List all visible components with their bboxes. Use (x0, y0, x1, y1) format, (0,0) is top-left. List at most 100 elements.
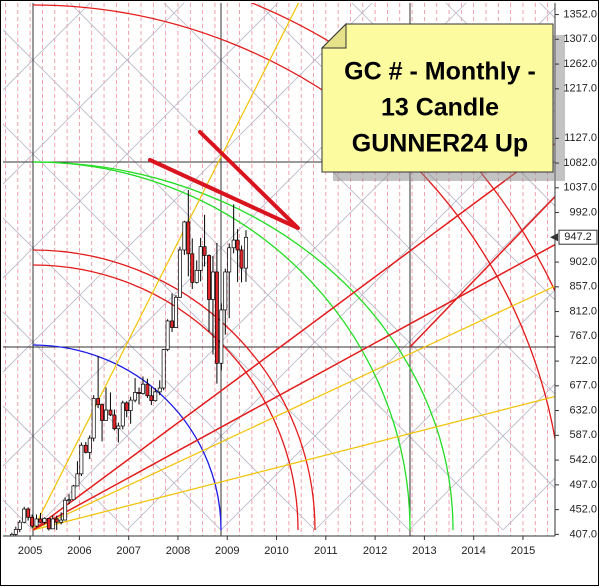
note-box (321, 23, 554, 173)
candle-body (219, 309, 224, 364)
gann-diagonal (163, 3, 555, 395)
y-tick-label: 407.0 (569, 528, 597, 540)
gann-diagonal (314, 289, 555, 531)
y-tick-label: 902.0 (569, 256, 597, 268)
y-tick-label: 542.0 (569, 454, 597, 466)
candle-body (198, 246, 203, 271)
blue-arc (32, 344, 222, 531)
candle-body (83, 444, 88, 453)
yellow-fan (32, 395, 555, 531)
y-tick-label: 1307.0 (563, 33, 597, 45)
candle-body (153, 391, 158, 402)
candle-body (120, 402, 125, 427)
note-line: GUNNER24 Up (352, 130, 528, 158)
candle-body (42, 518, 47, 523)
gann-diagonal (3, 3, 279, 279)
candle-body (91, 398, 96, 439)
candle-body (59, 519, 64, 523)
red-fan (32, 243, 555, 531)
x-tick-label: 2006 (67, 545, 91, 557)
candle-body (157, 387, 162, 393)
y-tick-label: 452.0 (569, 504, 597, 516)
candle-body (211, 271, 215, 300)
y-tick-label: 1217.0 (563, 83, 597, 95)
candle-body (26, 508, 31, 518)
candle-body (177, 249, 182, 298)
x-tick-label: 2013 (412, 545, 436, 557)
last-price-pointer (550, 233, 558, 242)
candle-body (38, 518, 43, 523)
candle-body (116, 425, 121, 430)
candle-body (182, 221, 187, 251)
candle-body (244, 236, 248, 269)
candle-body (161, 349, 166, 389)
candle-body (30, 516, 35, 527)
candle-body (137, 392, 141, 394)
candle-body (239, 249, 244, 269)
candle-body (50, 518, 55, 530)
candle-body (124, 402, 129, 411)
candle-body (128, 399, 133, 411)
candle-body (100, 404, 105, 421)
candle-body (174, 296, 178, 328)
candle-body (104, 409, 108, 421)
candle-body (141, 383, 145, 394)
y-tick-label: 722.0 (569, 355, 597, 367)
green-arc (32, 161, 454, 531)
gann-diagonal (126, 101, 555, 531)
y-tick-label: 587.0 (569, 429, 597, 441)
note-line: GC # - Monthly - (344, 58, 536, 86)
y-tick-label: 1352.0 (563, 8, 597, 20)
candle-body (75, 473, 80, 487)
gann-diagonal (408, 383, 555, 531)
drawn-pointer (148, 130, 300, 230)
y-tick-label: 1082.0 (563, 157, 597, 169)
candle-body (227, 247, 232, 273)
candle-body (22, 508, 27, 523)
x-tick-label: 2014 (461, 545, 485, 557)
candle-body (34, 518, 39, 527)
candles (9, 190, 248, 536)
candle-body (87, 437, 92, 453)
candle-body (207, 255, 211, 300)
x-tick-label: 2007 (116, 545, 140, 557)
y-tick-label: 992.0 (569, 206, 597, 218)
y-tick-label: 767.0 (569, 330, 597, 342)
candle-body (231, 239, 236, 249)
candle-body (9, 533, 14, 536)
y-tick-label: 677.0 (569, 380, 597, 392)
y-tick-label: 497.0 (569, 479, 597, 491)
candle-body (190, 253, 195, 283)
candle-body (235, 239, 240, 251)
y-tick-label: 1037.0 (563, 182, 597, 194)
x-tick-label: 2015 (511, 545, 535, 557)
gann-diagonal (3, 29, 504, 531)
candle-body (71, 485, 76, 501)
candle-body (194, 269, 199, 283)
gann-diagonal (220, 195, 555, 531)
y-tick-label: 812.0 (569, 305, 597, 317)
last-price-label: 947.2 (564, 231, 592, 243)
gann-diagonal (3, 3, 91, 91)
red-fan (409, 195, 555, 348)
x-tick-label: 2010 (264, 545, 288, 557)
last-price-box (558, 229, 598, 245)
yellow-fan (32, 3, 300, 531)
gann-diagonal (3, 3, 185, 185)
candle-body (149, 395, 154, 402)
gann-diagonal (3, 405, 128, 531)
candle-body (202, 246, 207, 256)
candle-body (46, 518, 51, 530)
x-tick-label: 2008 (166, 545, 190, 557)
candle-body (186, 221, 191, 255)
y-tick-label: 632.0 (569, 404, 597, 416)
note-fold (320, 22, 347, 49)
y-tick-label: 1262.0 (563, 58, 597, 70)
candle-body (112, 414, 117, 430)
candle-body (67, 499, 71, 502)
candle-body (133, 392, 138, 401)
x-tick-label: 2012 (363, 545, 387, 557)
candle-body (63, 499, 68, 521)
note: GC # - Monthly - 13 Candle GUNNER24 Up (320, 22, 565, 181)
